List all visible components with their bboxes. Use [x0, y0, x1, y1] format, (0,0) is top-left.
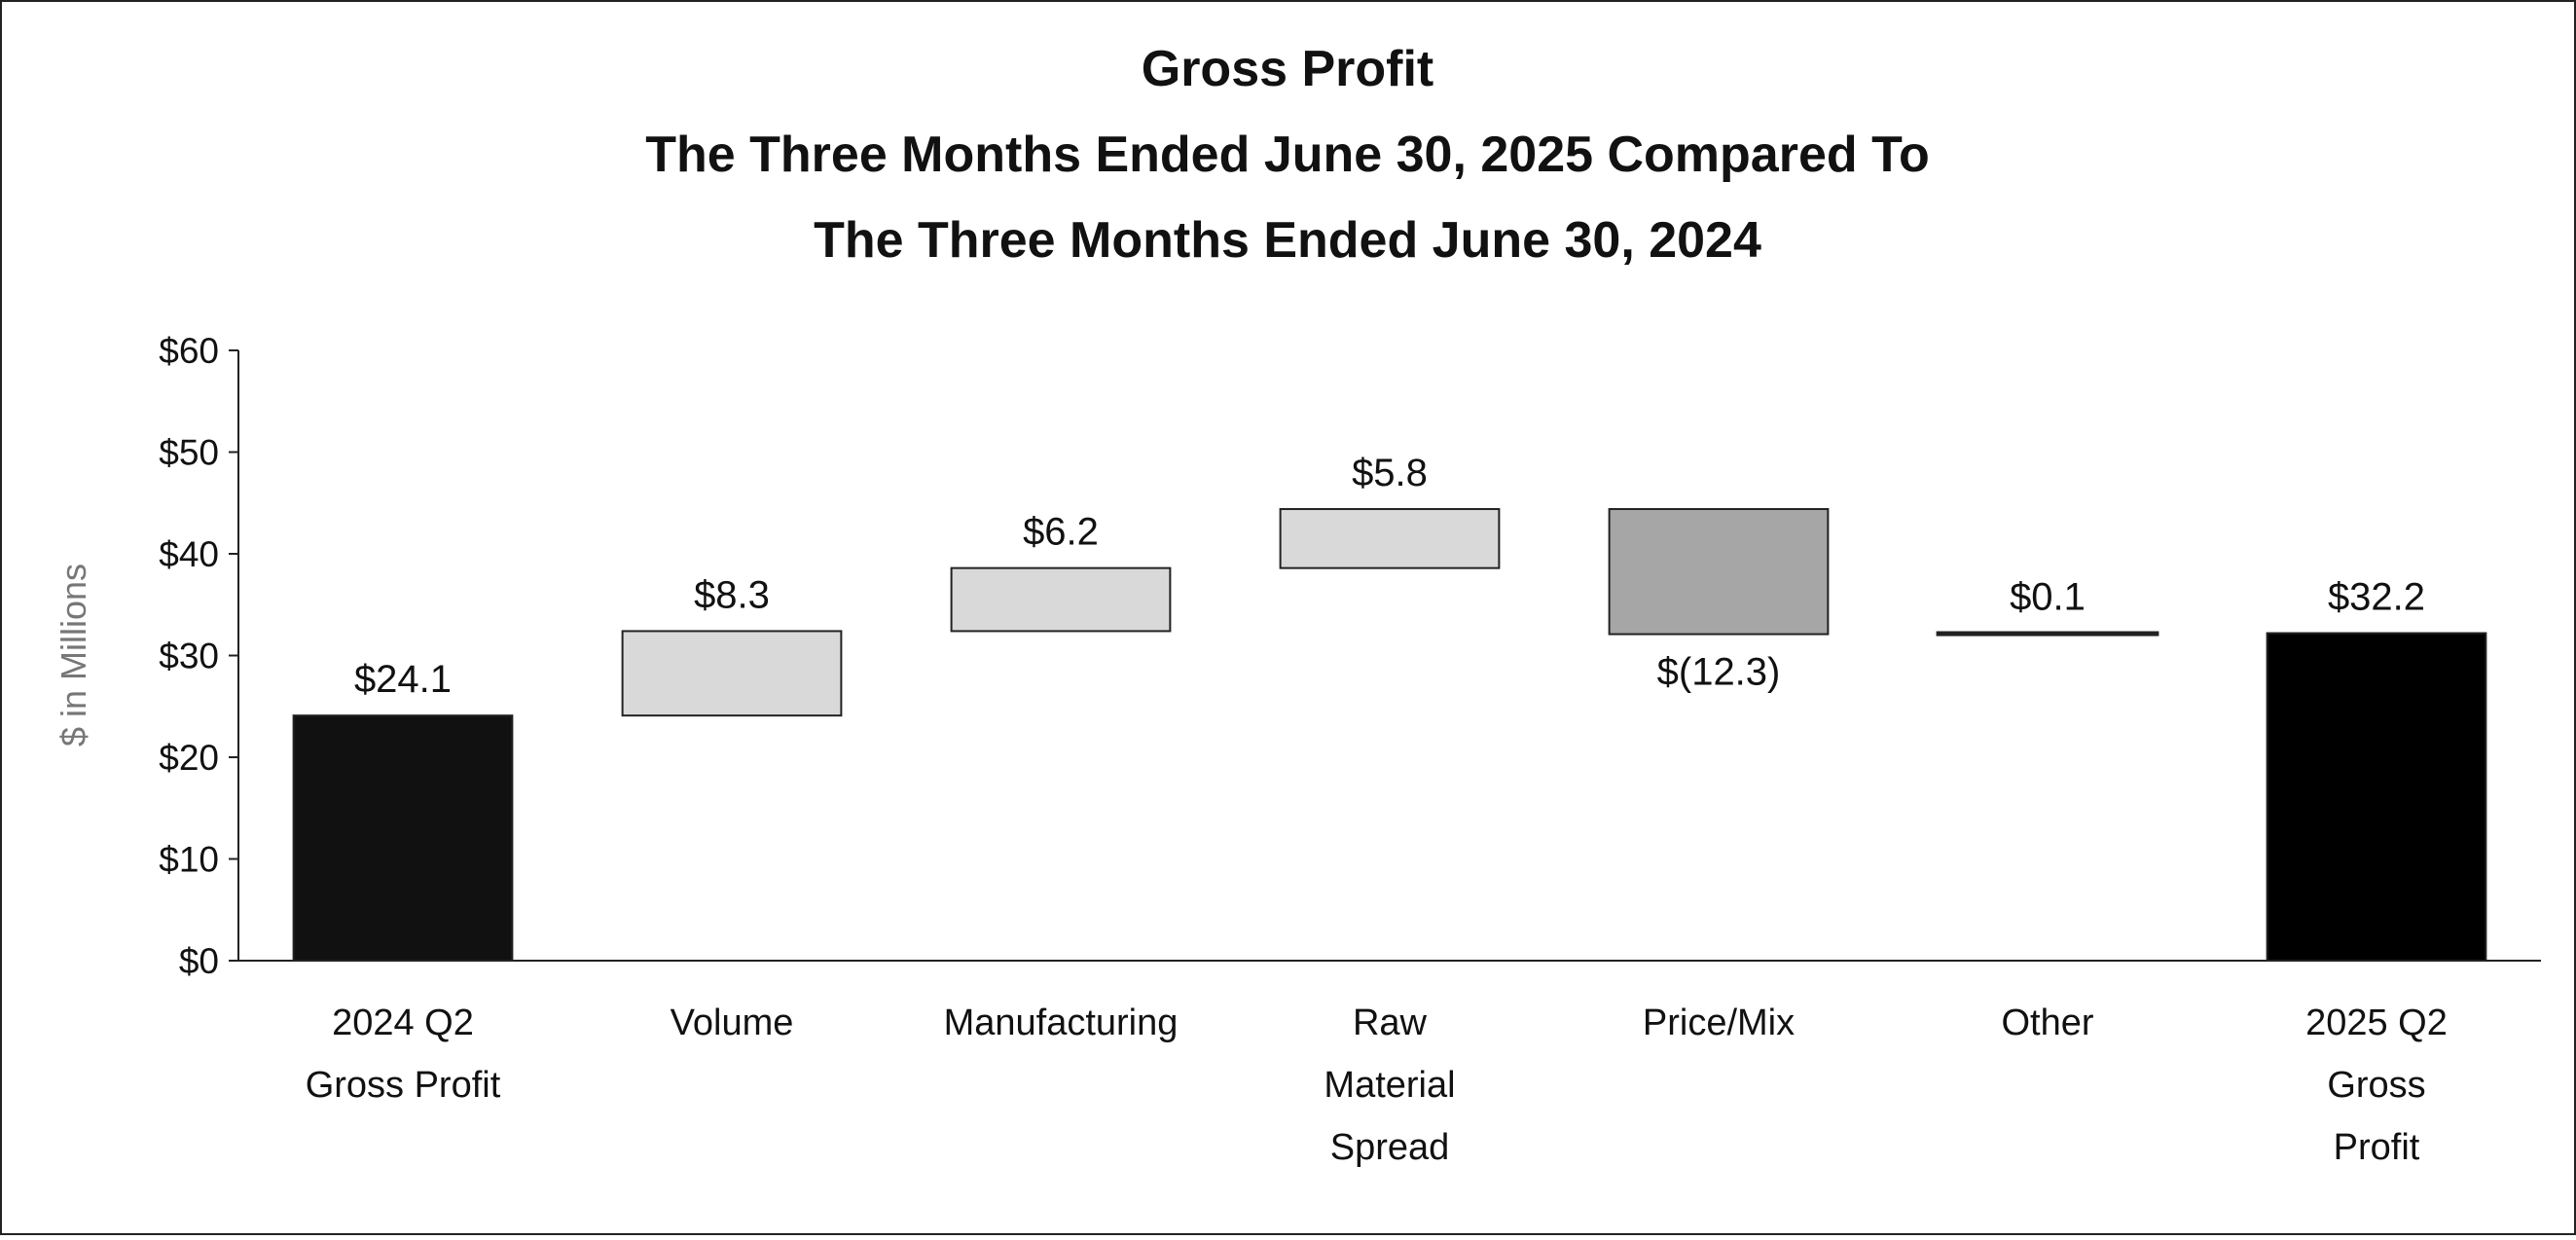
bar [621, 630, 843, 717]
x-tick-label: Price/Mix [1643, 1003, 1795, 1043]
y-tick-label: $10 [159, 840, 219, 880]
y-tick-label: $30 [159, 637, 219, 676]
data-label: $8.3 [694, 573, 770, 616]
x-tick-label-line: Other [2001, 1003, 2093, 1043]
chart-title: Gross Profit [1142, 41, 1434, 97]
x-tick-label: 2024 Q2 Gross Profit [306, 1003, 501, 1106]
bar [950, 566, 1172, 633]
x-tick-label-line: Material [1324, 1065, 1455, 1106]
x-tick-label: 2025 Q2 Gross Profit [2305, 1003, 2448, 1168]
x-tick-label-line: Gross Profit [306, 1065, 501, 1106]
y-tick-label: $50 [159, 433, 219, 473]
x-tick-label-line: Spread [1330, 1127, 1450, 1168]
x-tick-label: Raw Material Spread [1324, 1003, 1455, 1168]
data-label: $6.2 [1023, 511, 1099, 554]
y-tick-label: $60 [159, 331, 219, 371]
data-label: $24.1 [354, 658, 452, 701]
bar [1936, 631, 2159, 637]
y-axis-label: $ in Millions [54, 564, 93, 747]
data-label: $32.2 [2328, 576, 2425, 619]
x-tick-label-line: Gross [2327, 1065, 2425, 1106]
chart-title: The Three Months Ended June 30, 2025 Com… [645, 127, 1930, 183]
bar [292, 714, 514, 963]
x-tick-label-line: Raw [1353, 1003, 1428, 1043]
x-tick-label-line: 2025 Q2 [2305, 1003, 2448, 1043]
x-tick-label-line: Manufacturing [944, 1003, 1179, 1043]
bar [1279, 508, 1501, 569]
x-tick-label-line: Price/Mix [1643, 1003, 1795, 1043]
x-tick-label-line: Volume [671, 1003, 794, 1043]
x-tick-label-line: Profit [2334, 1127, 2420, 1168]
y-tick-label: $20 [159, 738, 219, 778]
x-tick-label: Volume [671, 1003, 794, 1043]
bar [1608, 508, 1830, 636]
y-tick-label: $0 [179, 941, 219, 981]
chart-title: The Three Months Ended June 30, 2024 [814, 212, 1761, 269]
bar [2266, 632, 2487, 962]
x-tick-label: Manufacturing [944, 1003, 1179, 1043]
x-tick-label: Other [2001, 1003, 2093, 1043]
x-tick-label-line: 2024 Q2 [332, 1003, 474, 1043]
data-label: $5.8 [1352, 452, 1428, 494]
y-tick-label: $40 [159, 534, 219, 574]
data-label: $0.1 [2010, 576, 2086, 619]
data-label: $(12.3) [1657, 651, 1781, 694]
